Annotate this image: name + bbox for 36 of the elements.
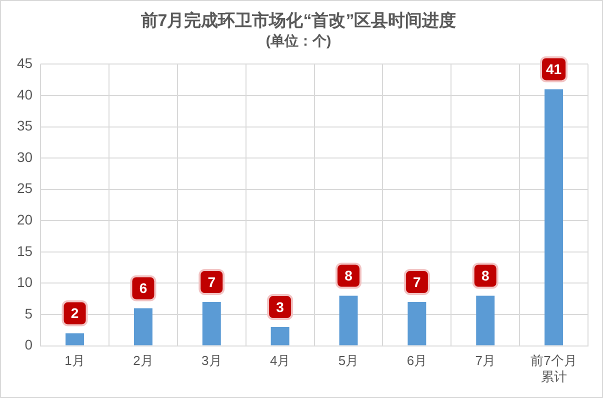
data-label: 8 <box>481 268 490 284</box>
y-tick-label: 5 <box>24 305 33 322</box>
y-tick-label: 45 <box>16 55 33 72</box>
y-tick-label: 0 <box>24 336 33 353</box>
bar <box>544 89 564 346</box>
data-label: 3 <box>276 298 284 315</box>
data-label: 41 <box>546 61 562 78</box>
bar <box>408 302 426 346</box>
y-tick-label: 35 <box>16 118 33 134</box>
y-tick-label: 10 <box>16 274 33 290</box>
x-tick-label: 6月 <box>406 353 428 368</box>
bar <box>476 296 495 346</box>
x-tick-label: 4月 <box>270 353 290 368</box>
x-tick-label: 7月 <box>475 353 496 368</box>
chart-title: 前7月完成环卫市场化“首改”区县时间进度 <box>140 10 456 30</box>
bar <box>202 302 221 346</box>
data-label: 8 <box>344 268 353 284</box>
x-tick-label: 3月 <box>202 353 222 368</box>
data-label: 2 <box>70 305 79 322</box>
x-tick-label: 5月 <box>338 353 359 368</box>
y-tick-label: 40 <box>16 86 33 102</box>
bar <box>339 296 358 346</box>
y-tick-label: 25 <box>16 180 33 196</box>
bar <box>134 308 152 346</box>
y-tick-label: 20 <box>16 212 33 228</box>
y-tick-label: 30 <box>16 148 33 165</box>
bar <box>66 333 84 346</box>
x-tick-label: 前7个月累计 <box>530 353 577 384</box>
y-tick-label: 15 <box>16 242 33 259</box>
chart-subtitle: (单位：个) <box>266 32 332 49</box>
bar <box>270 327 290 346</box>
data-label: 7 <box>413 274 422 290</box>
data-label: 7 <box>208 274 216 290</box>
data-label: 6 <box>139 280 148 296</box>
x-tick-label: 2月 <box>133 353 154 368</box>
x-tick-label: 1月 <box>64 353 85 368</box>
